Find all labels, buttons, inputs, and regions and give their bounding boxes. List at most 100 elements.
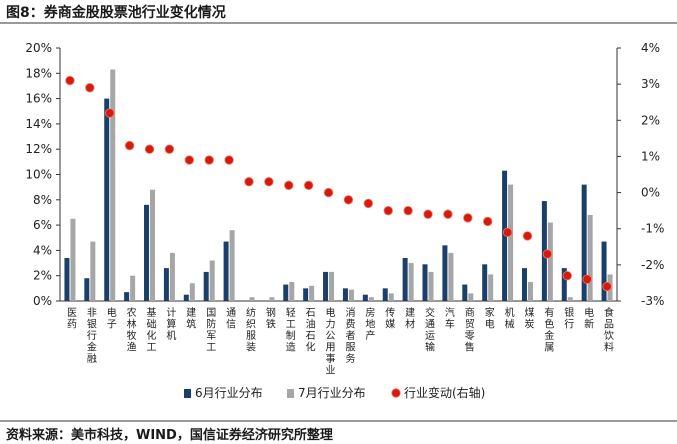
legend-label-change: 行业变动(右轴) (404, 385, 485, 400)
y-tick-label-right: -2% (641, 258, 664, 272)
bar-june (163, 268, 169, 301)
bar-june (84, 278, 90, 301)
y-tick-label-left: 16% (25, 92, 52, 106)
legend-swatch-change (391, 388, 401, 398)
change-dot (164, 144, 175, 154)
bar-july (209, 260, 215, 301)
bar-july (130, 275, 136, 301)
y-tick-label-left: 20% (25, 41, 52, 55)
y-tick-label-right: 2% (641, 113, 660, 127)
x-tick-label: 钢铁 (263, 306, 275, 330)
change-dot (463, 213, 473, 223)
bar-july (567, 297, 573, 301)
x-tick-label: 建筑 (184, 306, 196, 330)
change-dot (443, 209, 453, 219)
x-tick-label: 农林牧渔 (124, 306, 136, 353)
bar-july (269, 297, 275, 301)
bar-july (468, 293, 474, 301)
change-dot (244, 177, 254, 187)
bar-july (309, 285, 315, 301)
x-tick-label: 计算机 (164, 306, 176, 342)
x-tick-label: 纺织服装 (243, 306, 255, 353)
bar-july (289, 282, 295, 301)
change-dot (542, 249, 553, 259)
bar-july (329, 271, 335, 301)
bar-july (189, 283, 195, 301)
source-note: 资料来源：美市科技，WIND，国信证券经济研究所整理 (6, 428, 333, 443)
bar-june (124, 292, 130, 301)
change-dot (323, 187, 334, 198)
change-dot (482, 216, 493, 227)
x-tick-label: 交通运输 (423, 306, 435, 353)
change-dot (284, 180, 294, 191)
y-tick-label-left: 12% (25, 142, 52, 156)
bar-june (402, 257, 408, 301)
change-dot (363, 198, 374, 209)
bar-july (90, 241, 96, 301)
bar-june (362, 294, 368, 301)
bar-july (587, 214, 593, 301)
x-tick-label: 国防军工 (204, 307, 216, 353)
x-tick-label: 银行 (562, 306, 574, 330)
y-tick-label-right: -1% (641, 222, 664, 236)
bar-july (169, 252, 175, 301)
x-tick-label: 基础化工 (144, 306, 156, 353)
x-tick-label: 电新 (582, 306, 594, 330)
y-tick-label-right: 4% (641, 41, 660, 55)
x-tick-label: 食品饮料 (602, 306, 614, 353)
bar-june (283, 284, 289, 301)
y-tick-label-right: 0% (641, 186, 660, 200)
x-tick-label: 医药 (64, 307, 76, 330)
y-tick-label-right: 3% (641, 77, 660, 91)
y-tick-label-right: 1% (641, 149, 660, 163)
bar-june (422, 264, 428, 301)
x-tick-label: 电力公用事业 (323, 306, 335, 376)
y-tick-label-left: 14% (25, 117, 52, 131)
y-tick-label-left: 10% (25, 168, 52, 182)
bar-june (223, 241, 229, 301)
bar-june (382, 288, 388, 301)
change-dot (85, 83, 95, 93)
x-tick-label: 传媒 (383, 307, 395, 330)
y-tick-label-left: 2% (33, 269, 52, 283)
change-dot (224, 155, 234, 165)
bar-june (442, 245, 448, 301)
y-tick-label-left: 4% (33, 243, 52, 257)
x-tick-label: 煤炭 (522, 306, 534, 330)
legend-swatch-july (287, 389, 294, 398)
x-tick-label: 消费者服务 (343, 306, 355, 365)
y-tick-label-left: 8% (33, 193, 52, 207)
change-dot (582, 274, 592, 285)
bar-june (342, 288, 348, 301)
change-dot (184, 155, 195, 165)
top-rule (0, 22, 677, 24)
bar-july (547, 222, 553, 301)
x-tick-label: 房地产 (363, 306, 375, 342)
bar-june (482, 264, 488, 301)
bar-june (521, 268, 527, 301)
x-tick-label: 有色金属 (542, 306, 554, 353)
y-tick-label-left: 6% (33, 218, 52, 232)
change-dot (264, 177, 274, 187)
y-tick-label-right: -3% (641, 294, 664, 308)
change-dot (602, 281, 612, 292)
bar-july (527, 282, 533, 301)
bar-july (388, 293, 394, 301)
x-tick-label: 电子 (104, 306, 116, 330)
change-dot (383, 205, 393, 216)
bar-july (428, 271, 434, 301)
bar-june (601, 241, 607, 301)
x-tick-label: 通信 (224, 307, 236, 330)
change-dot (204, 155, 214, 165)
change-dot (522, 231, 533, 241)
bar-july (70, 218, 76, 301)
bar-july (348, 289, 354, 301)
legend-label-june: 6月行业分布 (195, 386, 263, 400)
bar-july (110, 69, 116, 301)
bar-june (303, 288, 309, 301)
x-tick-label: 建材 (403, 306, 415, 330)
bar-june (64, 257, 70, 301)
x-tick-label: 非银行金融 (84, 307, 96, 365)
change-dot (502, 227, 513, 238)
bar-june (581, 184, 587, 301)
